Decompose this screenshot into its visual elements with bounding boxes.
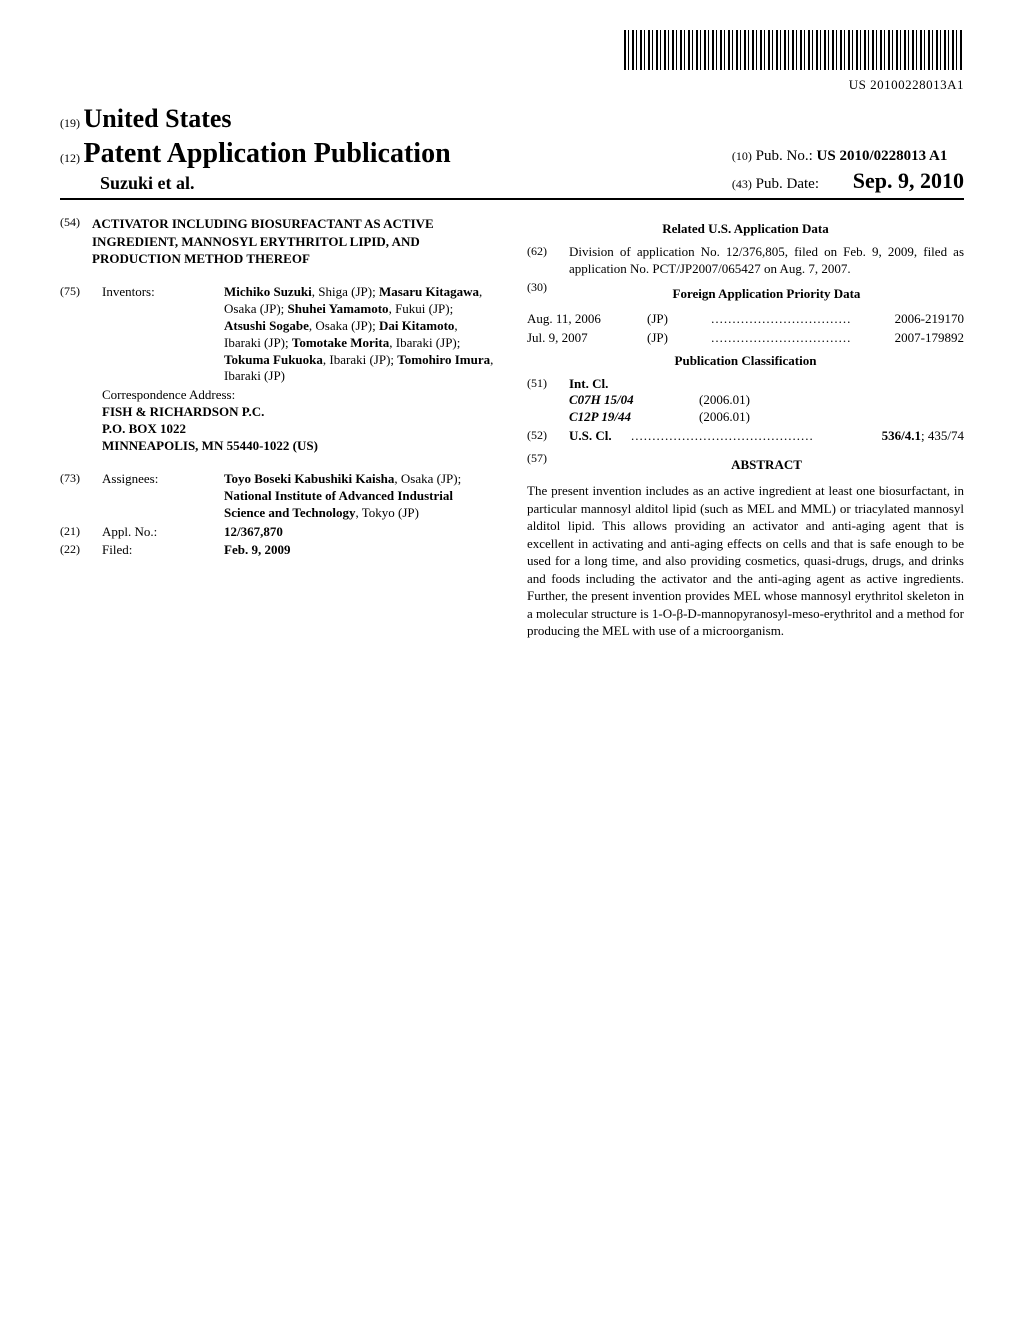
- intcl-row-1: C07H 15/04 (2006.01): [569, 392, 964, 409]
- main-columns: (54) ACTIVATOR INCLUDING BIOSURFACTANT A…: [60, 215, 964, 640]
- uscl-code: (52): [527, 428, 557, 445]
- intcl-code: (51): [527, 376, 557, 427]
- uscl-val: 536/4.1; 435/74: [882, 428, 964, 445]
- related-heading: Related U.S. Application Data: [527, 221, 964, 238]
- barcode-graphic: [624, 30, 964, 70]
- priority2-country: (JP): [647, 330, 668, 347]
- assignees-text: Toyo Boseki Kabushiki Kaisha, Osaka (JP)…: [224, 471, 461, 520]
- assignees-list: Toyo Boseki Kabushiki Kaisha, Osaka (JP)…: [224, 471, 497, 522]
- classification-heading: Publication Classification: [527, 353, 964, 370]
- abstract-heading-row: (57) ABSTRACT: [527, 451, 964, 480]
- priority-row-1: Aug. 11, 2006 (JP) .....................…: [527, 311, 964, 328]
- uscl-section: (52) U.S. Cl. ..........................…: [527, 428, 964, 445]
- inventors-label: Inventors:: [102, 284, 212, 385]
- pub-code: (12): [60, 151, 80, 165]
- appl-no-section: (21) Appl. No.: 12/367,870: [60, 524, 497, 541]
- filed-label: Filed:: [102, 542, 212, 559]
- inventors-code: (75): [60, 284, 90, 385]
- pub-no-code: (10): [732, 149, 752, 163]
- inventors-section: (75) Inventors: Michiko Suzuki, Shiga (J…: [60, 284, 497, 385]
- intcl2-code: C12P 19/44: [569, 409, 689, 426]
- intcl-row-2: C12P 19/44 (2006.01): [569, 409, 964, 426]
- inventors-text: Michiko Suzuki, Shiga (JP); Masaru Kitag…: [224, 284, 493, 383]
- correspondence-l2: P.O. BOX 1022: [102, 421, 497, 438]
- title-section: (54) ACTIVATOR INCLUDING BIOSURFACTANT A…: [60, 215, 497, 268]
- correspondence-label: Correspondence Address:: [102, 387, 497, 404]
- intcl2-ver: (2006.01): [699, 409, 750, 426]
- pub-no-line: (10) Pub. No.: US 2010/0228013 A1: [732, 147, 964, 167]
- assignees-code: (73): [60, 471, 90, 522]
- foreign-heading: Foreign Application Priority Data: [569, 286, 964, 303]
- priority2-no: 2007-179892: [895, 330, 964, 347]
- filed-section: (22) Filed: Feb. 9, 2009: [60, 542, 497, 559]
- uscl-label: U.S. Cl.: [569, 428, 619, 445]
- pub-date-label: Pub. Date:: [756, 176, 819, 192]
- assignees-label: Assignees:: [102, 471, 212, 522]
- correspondence-section: Correspondence Address: FISH & RICHARDSO…: [102, 387, 497, 455]
- header-right: (10) Pub. No.: US 2010/0228013 A1 (43) P…: [732, 147, 964, 195]
- priority2-dots: .................................: [668, 330, 895, 347]
- pub-no: US 2010/0228013 A1: [817, 148, 948, 164]
- authors-line: Suzuki et al.: [100, 172, 732, 195]
- right-column: Related U.S. Application Data (62) Divis…: [527, 215, 964, 640]
- foreign-code: (30): [527, 280, 557, 309]
- pub-title: Patent Application Publication: [84, 138, 451, 169]
- correspondence-l3: MINNEAPOLIS, MN 55440-1022 (US): [102, 438, 497, 455]
- left-column: (54) ACTIVATOR INCLUDING BIOSURFACTANT A…: [60, 215, 497, 640]
- related-section: (62) Division of application No. 12/376,…: [527, 244, 964, 278]
- country-line: (19) United States: [60, 102, 732, 136]
- pub-no-label: Pub. No.:: [756, 148, 813, 164]
- appl-code: (21): [60, 524, 90, 541]
- intcl-section: (51) Int. Cl. C07H 15/04 (2006.01) C12P …: [527, 376, 964, 427]
- related-code: (62): [527, 244, 557, 278]
- abstract-text: The present invention includes as an act…: [527, 482, 964, 640]
- correspondence-l1: FISH & RICHARDSON P.C.: [102, 404, 497, 421]
- priority1-no: 2006-219170: [895, 311, 964, 328]
- intcl1-ver: (2006.01): [699, 392, 750, 409]
- priority1-date: Aug. 11, 2006: [527, 311, 647, 328]
- filed-date: Feb. 9, 2009: [224, 542, 497, 559]
- country-name: United States: [84, 104, 232, 133]
- barcode-section: US 20100228013A1: [60, 30, 964, 94]
- appl-label: Appl. No.:: [102, 524, 212, 541]
- inventors-list: Michiko Suzuki, Shiga (JP); Masaru Kitag…: [224, 284, 497, 385]
- pub-title-line: (12) Patent Application Publication: [60, 136, 732, 172]
- invention-title: ACTIVATOR INCLUDING BIOSURFACTANT AS ACT…: [92, 215, 497, 268]
- header-left: (19) United States (12) Patent Applicati…: [60, 102, 732, 196]
- barcode-text: US 20100228013A1: [60, 77, 964, 94]
- foreign-heading-row: (30) Foreign Application Priority Data: [527, 280, 964, 309]
- appl-no: 12/367,870: [224, 524, 497, 541]
- intcl1-code: C07H 15/04: [569, 392, 689, 409]
- priority-row-2: Jul. 9, 2007 (JP) ......................…: [527, 330, 964, 347]
- uscl-dots: ........................................…: [631, 428, 870, 445]
- header-row: (19) United States (12) Patent Applicati…: [60, 102, 964, 201]
- abstract-heading: ABSTRACT: [569, 457, 964, 474]
- pub-date-line: (43) Pub. Date: Sep. 9, 2010: [732, 167, 964, 196]
- assignees-section: (73) Assignees: Toyo Boseki Kabushiki Ka…: [60, 471, 497, 522]
- intcl-label: Int. Cl.: [569, 376, 964, 393]
- priority1-dots: .................................: [668, 311, 895, 328]
- intcl-body: Int. Cl. C07H 15/04 (2006.01) C12P 19/44…: [569, 376, 964, 427]
- related-text: Division of application No. 12/376,805, …: [569, 244, 964, 278]
- pub-date: Sep. 9, 2010: [853, 168, 964, 193]
- priority1-country: (JP): [647, 311, 668, 328]
- title-code: (54): [60, 215, 80, 268]
- pub-date-code: (43): [732, 177, 752, 191]
- abstract-code: (57): [527, 451, 557, 480]
- filed-code: (22): [60, 542, 90, 559]
- country-code: (19): [60, 116, 80, 130]
- priority2-date: Jul. 9, 2007: [527, 330, 647, 347]
